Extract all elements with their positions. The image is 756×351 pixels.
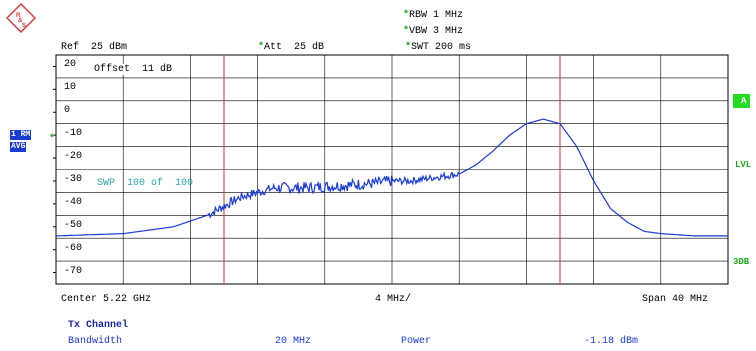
span-setting: Span 40 MHz <box>642 294 709 305</box>
y-tick-label: 10 <box>64 82 77 94</box>
trace-detector-tag: AVG <box>10 142 27 152</box>
swt-modified-marker: * <box>405 42 412 53</box>
trace-modified-marker: * <box>49 134 56 145</box>
vbw-modified-marker: * <box>403 26 410 37</box>
svg-text:R: R <box>16 13 21 19</box>
attenuation-setting: *Att 25 dB <box>258 42 324 53</box>
rs-logo-icon: R & S <box>6 3 36 33</box>
offset-label: Offset 11 dB <box>94 64 173 75</box>
y-tick-label: -40 <box>64 196 83 208</box>
y-tick-label: -20 <box>64 151 83 163</box>
ref-level: Ref 25 dBm <box>61 42 128 53</box>
span-per-division: 4 MHz/ <box>375 294 412 305</box>
center-frequency: Center 5.22 GHz <box>61 294 152 305</box>
att-modified-marker: * <box>258 42 265 53</box>
three-db-tag: 3DB <box>733 257 750 267</box>
swt-setting: *SWT 200 ms <box>405 42 471 53</box>
power-value: -1.18 dBm <box>584 336 639 347</box>
level-tag: LVL <box>735 160 752 170</box>
plot-grid <box>53 54 729 285</box>
spectrum-trace <box>56 118 728 237</box>
bandwidth-label: Bandwidth <box>68 336 123 347</box>
bandwidth-value: 20 MHz <box>275 336 312 347</box>
swt-label: SWT 200 ms <box>411 42 472 53</box>
sweep-count: SWP 100 of 100 <box>97 178 194 189</box>
y-tick-label: 20 <box>64 59 77 71</box>
y-tick-label: -30 <box>64 173 83 185</box>
y-tick-label: -70 <box>64 265 83 277</box>
y-tick-label: -50 <box>64 219 83 231</box>
rbw-setting: *RBW 1 MHz <box>403 10 463 21</box>
att-label: Att 25 dB <box>264 42 325 53</box>
trace-mode-tag: 1 RM <box>10 130 32 140</box>
y-tick-label: -10 <box>64 128 83 140</box>
svg-text:S: S <box>22 23 26 29</box>
rbw-label: RBW 1 MHz <box>409 10 464 21</box>
trigger-a-tag: A <box>733 94 751 108</box>
svg-text:&: & <box>18 18 23 24</box>
vbw-label: VBW 3 MHz <box>409 26 464 37</box>
y-tick-label: 0 <box>64 105 71 117</box>
channel-edge-lines <box>223 55 561 284</box>
y-tick-label: -60 <box>64 242 83 254</box>
vbw-setting: *VBW 3 MHz <box>403 26 463 37</box>
power-label: Power <box>401 336 432 347</box>
tx-channel-title: Tx Channel <box>68 320 129 331</box>
rbw-modified-marker: * <box>403 10 410 21</box>
